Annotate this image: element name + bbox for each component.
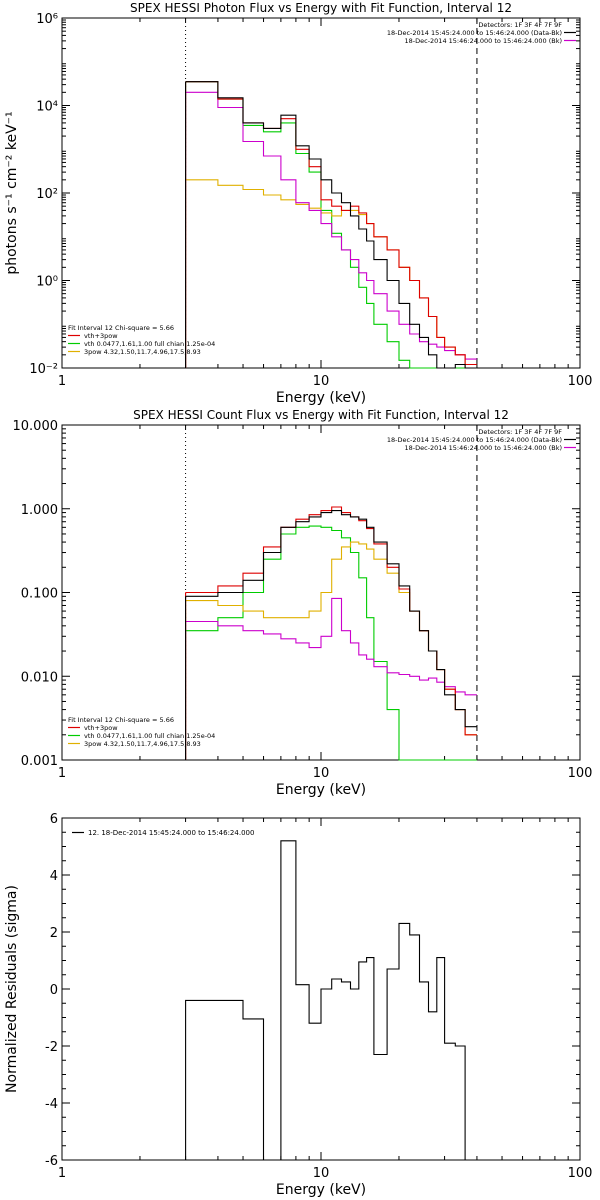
y-tick-label: 10² [36,187,58,202]
x-axis-label: Energy (keV) [276,1182,366,1198]
legend-bottom-entry: vth+3pow [84,724,118,732]
x-axis-label: Energy (keV) [276,782,366,798]
y-tick-label: 0.100 [21,587,58,602]
y-tick-label: 10.000 [13,419,59,434]
legend-top-entry: 18-Dec-2014 15:46:24.000 to 15:46:24.000… [405,37,563,45]
legend-bottom-entry: Fit Interval 12 Chi-square = 5.66 [68,716,174,724]
legend-bottom-entry: vth 0.0477,1.61,1.00 full chian 1.25e-04 [84,340,215,348]
x-tick-label: 100 [568,766,593,781]
series-black-line [185,840,466,1161]
y-tick-label: 10⁰ [36,275,58,290]
legend-entry: 12. 18-Dec-2014 15:45:24.000 to 15:46:24… [88,829,254,837]
series-green-line [185,525,477,761]
series-orange-line [185,179,477,369]
y-tick-label: 6 [50,812,58,827]
series-black-line [185,81,477,369]
series-magenta-line [185,597,477,696]
legend-top-entry: 18-Dec-2014 15:45:24.000 to 15:46:24.000… [387,29,562,37]
y-axis-label: Normalized Residuals (sigma) [4,885,20,1093]
y-tick-label: 10⁻² [29,362,58,377]
y-tick-label: 10⁴ [36,100,58,115]
x-tick-label: 10 [313,1166,330,1181]
y-tick-label: 10⁶ [36,12,58,27]
x-tick-label: 10 [313,766,330,781]
x-tick-label: 1 [58,766,66,781]
series-black-line [185,510,477,728]
legend-bottom-entry: vth+3pow [84,332,118,340]
residuals-panel: 1 10 100 -6 -4 -2 0 2 4 6 Energy (keV) Normalized R… [4,812,592,1198]
y-tick-label: 0.010 [21,670,58,685]
y-axis-label: photons s⁻¹ cm⁻² keV⁻¹ [4,111,20,274]
chart-title: SPEX HESSI Photon Flux vs Energy with Fi… [130,1,512,15]
legend-bottom-entry: Fit Interval 12 Chi-square = 5.66 [68,324,174,332]
legend-top-entry: 18-Dec-2014 15:45:24.000 to 15:46:24.000… [387,436,562,444]
y-tick-label: -4 [45,1097,58,1112]
series-orange-line [185,541,477,736]
x-tick-label: 1 [58,374,66,389]
y-tick-label: -2 [45,1040,58,1055]
legend-bottom-entry: vth 0.0477,1.61,1.00 full chian 1.25e-04 [84,732,215,740]
y-tick-label: 0.001 [21,754,58,769]
chart-title: SPEX HESSI Count Flux vs Energy with Fit… [133,408,509,422]
x-axis-label: Energy (keV) [276,390,366,406]
y-tick-label: 2 [50,926,58,941]
legend-bottom-entry: 3pow 4.32,1.50,11.7,4.96,17.5,8.93 [84,348,201,356]
y-tick-label: 0 [50,983,58,998]
count-flux-panel: SPEX HESSI Count Flux vs Energy with Fit… [13,408,593,798]
x-tick-label: 10 [313,374,330,389]
series-magenta-line [185,91,477,360]
x-tick-label: 100 [568,374,593,389]
legend-top-entry: Detectors: 1F 3F 4F 7F 9F [478,428,562,436]
x-tick-label: 1 [58,1166,66,1181]
legend-bottom-entry: 3pow 4.32,1.50,11.7,4.96,17.5,8.93 [84,740,201,748]
y-tick-label: 1.000 [21,503,58,518]
photon-flux-panel: SPEX HESSI Photon Flux vs Energy with Fi… [4,1,592,406]
legend-top-entry: Detectors: 1F 3F 4F 7F 9F [478,21,562,29]
y-tick-label: -6 [45,1154,58,1169]
x-tick-label: 100 [568,1166,593,1181]
legend-top-entry: 18-Dec-2014 15:46:24.000 to 15:46:24.000… [405,444,563,452]
y-tick-label: 4 [50,869,58,884]
